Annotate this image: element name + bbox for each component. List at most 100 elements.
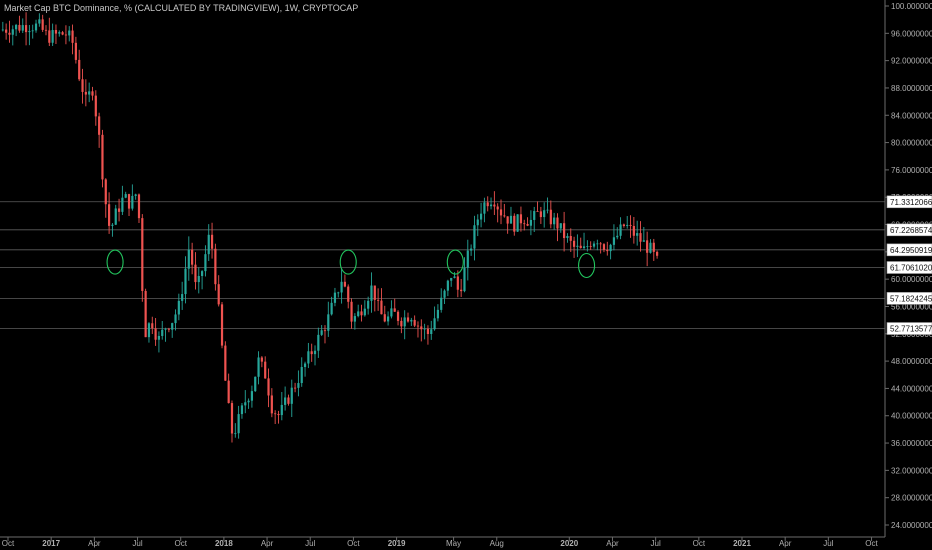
x-tick-label: Jul (305, 539, 315, 548)
x-tick-label: Apr (606, 539, 619, 548)
candle-body (320, 330, 323, 335)
candle-body (31, 30, 34, 32)
level-label: 67.22685741 (890, 226, 932, 235)
candle-body (71, 30, 74, 43)
candle-body (499, 209, 503, 216)
candle-body (586, 246, 589, 247)
candle-body (88, 91, 91, 95)
candle-body (303, 363, 307, 367)
level-labels: 71.33120662 67.22685741 64.29509197 61.7061… (886, 195, 932, 335)
candle-body (340, 281, 343, 293)
candle-body (194, 264, 197, 283)
candle-body (164, 328, 167, 330)
candle-body (529, 219, 533, 226)
candle-body (74, 42, 77, 60)
candle-body (350, 301, 353, 322)
candle-body (599, 243, 602, 245)
candle-body (214, 248, 217, 285)
y-tick-label: 100.00000000 (891, 2, 932, 11)
candle-body (566, 236, 569, 239)
y-tick-label: 44.00000000 (891, 384, 932, 393)
x-tick-label: 2021 (733, 539, 751, 548)
candle-body (543, 210, 546, 218)
candle-body (54, 30, 58, 34)
level-label: 57.18242459 (890, 294, 932, 303)
x-tick-label: 2019 (388, 539, 406, 548)
level-label-box (886, 243, 932, 257)
x-tick-label: May (446, 539, 461, 548)
candle-body (227, 380, 230, 404)
candle-body (58, 32, 61, 34)
candle-body (323, 330, 327, 332)
candle-body (616, 235, 619, 238)
candle-body (496, 206, 499, 210)
candle-body (177, 300, 180, 315)
candle-body (483, 202, 486, 214)
y-tick-label: 48.00000000 (891, 357, 932, 366)
candle-body (287, 397, 290, 404)
candle-body (363, 308, 366, 316)
candle-body (240, 405, 244, 415)
candle-body (523, 223, 526, 225)
candle-body (220, 304, 224, 346)
marked-low-ellipse (106, 249, 124, 275)
candle-body (117, 208, 121, 212)
x-tick-label: 2020 (560, 539, 578, 548)
candle-body (470, 248, 473, 251)
candle-body (277, 413, 280, 416)
candle-body (536, 211, 539, 212)
candle-body (486, 202, 489, 207)
candle-body (569, 236, 572, 241)
low-markers (106, 249, 596, 279)
candle-body (51, 30, 54, 43)
candle-body (200, 271, 204, 276)
candle-body (360, 311, 363, 316)
candle-body (107, 204, 111, 226)
level-label-box (886, 195, 932, 209)
candle-body (589, 246, 592, 247)
candle-body (343, 281, 347, 287)
candle-body (257, 357, 260, 377)
candle-body (626, 224, 629, 226)
y-tick-label: 32.00000000 (891, 466, 932, 475)
y-tick-label: 40.00000000 (891, 412, 932, 421)
candle-body (443, 290, 446, 298)
candle-body (453, 276, 456, 278)
candle-body (622, 224, 625, 226)
candle-body (24, 25, 28, 33)
candle-body (131, 195, 134, 209)
candle-body (1, 29, 4, 31)
candle-body (549, 209, 552, 225)
candle-body (652, 242, 655, 252)
level-label-box (886, 261, 932, 274)
candle-body (207, 234, 210, 255)
candle-body (642, 240, 645, 242)
candle-body (157, 335, 161, 340)
y-tick-label: 36.00000000 (891, 439, 932, 448)
candle-body (463, 267, 466, 292)
y-tick-label: 24.00000000 (891, 521, 932, 530)
candle-body (539, 211, 542, 218)
candle-body (602, 244, 606, 250)
candle-body (313, 350, 317, 355)
candle-body (78, 59, 81, 80)
x-tick-label: Apr (779, 539, 792, 548)
candle-body (553, 217, 556, 225)
candle-body (436, 309, 440, 319)
candle-body (330, 302, 333, 315)
marked-low-ellipse (578, 252, 596, 279)
candle-body (403, 317, 406, 327)
candle-body (333, 292, 337, 303)
x-tick-label: 2017 (42, 539, 60, 548)
candle-body (68, 30, 71, 36)
candle-body (127, 194, 131, 209)
candle-body (619, 224, 622, 236)
candle-body (161, 329, 164, 336)
candle-body (151, 323, 154, 329)
candle-body (121, 197, 124, 212)
candle-body (114, 208, 117, 225)
level-label: 52.77135775 (890, 325, 932, 334)
candle-body (171, 323, 174, 330)
candle-body (413, 319, 416, 326)
